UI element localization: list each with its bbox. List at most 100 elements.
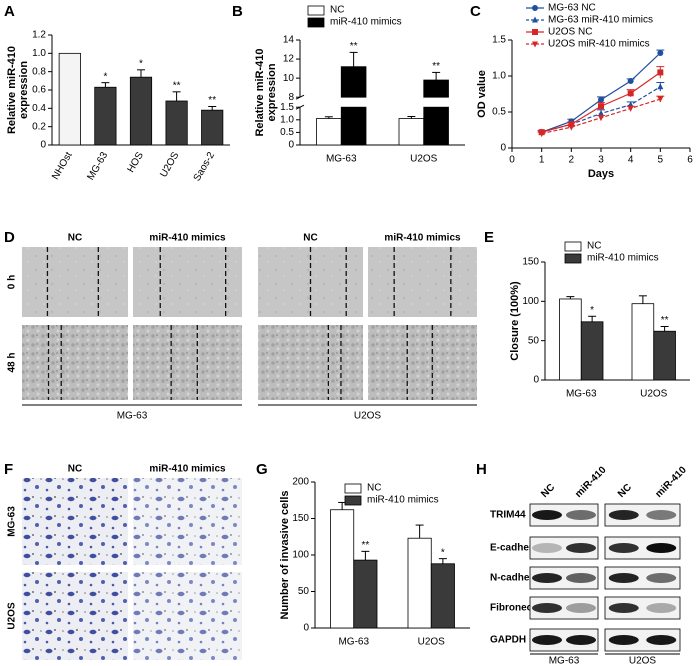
blot-frame	[604, 536, 681, 560]
blot-band	[608, 573, 639, 583]
significance: *	[590, 305, 594, 316]
x-tick-label: MG-63	[326, 154, 357, 165]
y-axis-title: expression	[266, 63, 278, 121]
blot-frame	[529, 596, 599, 620]
legend-swatch	[564, 253, 582, 264]
blot-frame	[529, 536, 599, 560]
blot-frame	[604, 566, 681, 590]
x-tick-label: MG-63	[338, 637, 369, 648]
y-tick-label: 10	[283, 73, 295, 84]
micrograph	[133, 247, 242, 317]
legend-swatch	[564, 241, 582, 252]
legend-label: U2OS NC	[548, 27, 592, 38]
y-tick-label: 0	[500, 143, 506, 154]
row-label: TRIM44	[490, 510, 526, 521]
legend-label: MG-63 miR-410 mimics	[548, 15, 653, 26]
bar	[94, 86, 117, 146]
row-label: 0 h	[7, 275, 18, 289]
bar	[423, 79, 449, 98]
legend-label: NC	[330, 5, 344, 16]
x-tick-label: 2	[569, 155, 575, 166]
y-tick-label: 12	[283, 54, 295, 65]
column-label: NC	[68, 464, 82, 475]
group-label: U2OS	[629, 656, 657, 666]
column-label: NC	[68, 233, 82, 244]
y-tick-label: 100	[292, 550, 309, 561]
blot-band	[646, 603, 677, 613]
micrograph	[22, 247, 128, 317]
row-label: E-cadherin	[490, 543, 542, 554]
marker	[538, 131, 545, 138]
significance: *	[441, 547, 445, 558]
marker	[627, 90, 634, 97]
blot-frame	[529, 503, 599, 527]
column-label: miR-410 mimics	[384, 233, 461, 244]
y-tick-label: 0	[288, 140, 294, 151]
y-tick-label: 0.4	[32, 103, 46, 114]
marker	[657, 69, 664, 76]
marker	[532, 5, 538, 11]
blot-band	[566, 603, 596, 613]
marker	[568, 121, 575, 128]
blot-band	[532, 510, 562, 520]
blot-band	[646, 573, 677, 583]
row-label: N-cadherin	[490, 573, 542, 584]
legend-label: U2OS miR-410 mimics	[548, 39, 650, 50]
column-label: miR-410	[573, 464, 609, 500]
y-tick-label: 0.2	[32, 121, 46, 132]
micrograph	[368, 247, 477, 317]
y-tick-label: 1.0	[32, 48, 46, 59]
y-axis-title: expression	[18, 61, 30, 119]
legend-label: miR-410 mimics	[587, 253, 659, 264]
y-axis-title: Relative miR-410	[254, 48, 266, 136]
micrograph	[368, 325, 477, 400]
y-tick-label: 50	[298, 586, 310, 597]
legend-label: MG-63 NC	[548, 3, 596, 14]
y-tick-label: 50	[528, 335, 540, 346]
legend-swatch	[307, 17, 325, 28]
x-tick-label: MG-63	[566, 389, 597, 400]
x-tick-label: MG-63	[85, 150, 110, 182]
significance: **	[432, 61, 440, 72]
blot-band	[566, 510, 596, 520]
blot-band	[608, 635, 639, 645]
x-tick-label: 4	[628, 155, 634, 166]
legend-label: miR-410 mimics	[330, 17, 402, 28]
blot-band	[532, 543, 562, 553]
y-tick-label: 150	[522, 257, 539, 268]
y-tick-label: 0.5	[492, 107, 506, 118]
blot-band	[646, 543, 677, 553]
x-tick-label: 5	[658, 155, 664, 166]
marker	[532, 29, 538, 35]
column-label: NC	[539, 482, 557, 500]
legend-swatch	[344, 483, 362, 494]
significance: *	[139, 58, 143, 69]
bar	[559, 298, 582, 381]
micrograph	[258, 325, 363, 400]
panel-label: A	[4, 3, 15, 20]
micrograph	[22, 478, 128, 565]
row-label: MG-63	[7, 506, 18, 537]
x-tick-label: NHOst	[50, 150, 75, 182]
blot-frame	[529, 566, 599, 590]
blot-frame	[529, 628, 599, 652]
y-axis-title: OD value	[476, 70, 488, 118]
marker	[532, 16, 538, 23]
group-label: MG-63	[117, 411, 148, 422]
row-label: 48 h	[7, 352, 18, 372]
marker	[532, 41, 538, 48]
x-tick-label: U2OS	[640, 389, 668, 400]
y-axis-title: Number of invasive cells	[279, 491, 291, 620]
bar	[398, 118, 425, 146]
y-tick-label: 8	[288, 92, 294, 103]
panel-label: E	[484, 229, 494, 246]
y-tick-label: 0	[40, 140, 46, 151]
significance: **	[661, 315, 669, 326]
panel-label: C	[470, 3, 481, 20]
bar	[580, 321, 604, 381]
x-tick-label: U2OS	[410, 154, 438, 165]
y-tick-label: 150	[292, 513, 309, 524]
micrograph	[22, 325, 128, 400]
bar	[423, 106, 449, 146]
marker	[598, 96, 604, 103]
